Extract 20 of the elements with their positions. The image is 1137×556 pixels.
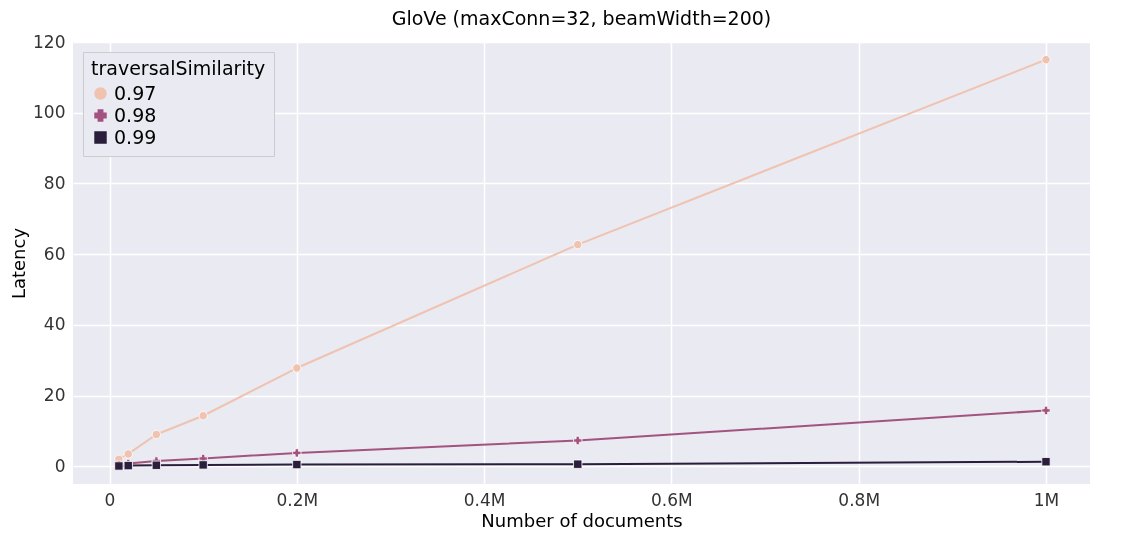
x-tick-label: 0: [104, 489, 116, 510]
y-tick-label: 20: [43, 385, 66, 406]
y-tick-label: 100: [33, 102, 66, 123]
legend-label: 0.97: [114, 81, 157, 104]
y-tick-label: 0: [54, 455, 66, 476]
legend-label: 0.98: [114, 103, 157, 126]
y-tick-label: 120: [33, 31, 66, 52]
x-tick-label: 0.6M: [651, 489, 693, 510]
y-tick-label: 40: [43, 314, 66, 335]
x-tick-label: 0.4M: [463, 489, 506, 510]
y-axis-title: Latency: [8, 227, 30, 300]
y-tick-label: 60: [43, 243, 66, 264]
x-tick-label: 0.8M: [838, 489, 881, 510]
chart-title: GloVe (maxConn=32, beamWidth=200): [391, 7, 772, 29]
x-axis-title: Number of documents: [481, 509, 683, 531]
x-tick-label: 1M: [1033, 489, 1060, 510]
legend-title: traversalSimilarity: [91, 57, 266, 79]
y-tick-label: 80: [43, 172, 66, 193]
legend-label: 0.99: [114, 125, 157, 148]
x-tick-label: 0.2M: [276, 489, 319, 510]
